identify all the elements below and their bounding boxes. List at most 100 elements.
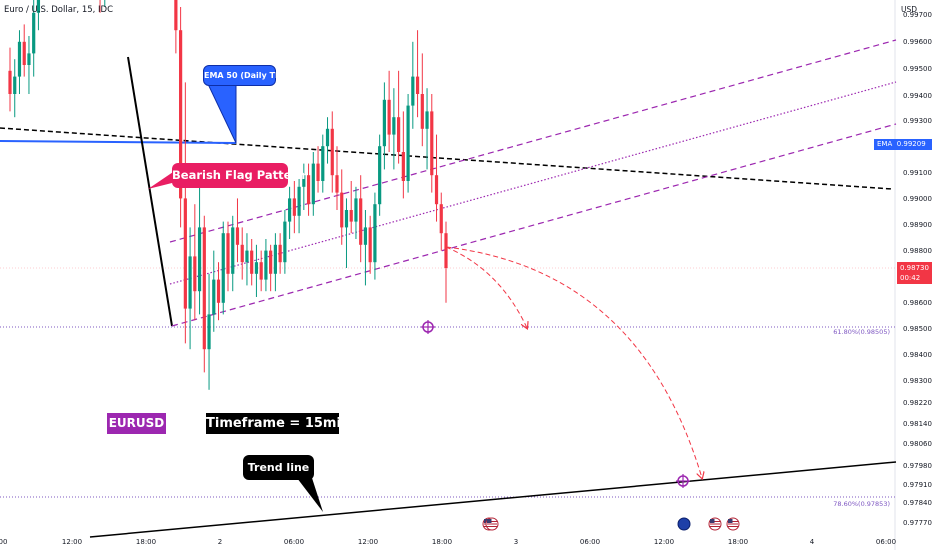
candle xyxy=(188,227,192,350)
target-marker-2 xyxy=(676,474,690,488)
candle xyxy=(240,227,244,280)
ema-callout[interactable]: EMA 50 (Daily TF) xyxy=(203,65,284,86)
fib-618-label: 61.80%(0.98505) xyxy=(833,328,890,336)
candle xyxy=(306,163,311,216)
y-axis-label: 0.98900 xyxy=(903,221,932,229)
bearish-flag-callout[interactable]: Bearish Flag Pattern xyxy=(172,163,305,188)
candle xyxy=(354,186,358,239)
candle xyxy=(420,53,424,147)
candle xyxy=(197,181,202,315)
candle xyxy=(321,134,325,193)
ema-tag-value: 0.99209 xyxy=(896,140,926,148)
us-flag-icon[interactable] xyxy=(485,517,499,531)
candle xyxy=(216,262,221,321)
y-axis-label: 0.99700 xyxy=(903,11,932,19)
candle xyxy=(288,186,292,239)
candle xyxy=(340,169,344,245)
us-flag-icon[interactable] xyxy=(708,517,722,531)
y-axis-label: 0.97910 xyxy=(903,481,932,489)
x-axis-label: 06:00 xyxy=(284,538,304,546)
candle xyxy=(335,146,339,210)
y-axis-label: 0.97770 xyxy=(903,519,932,527)
candle xyxy=(174,0,178,54)
candle xyxy=(235,198,240,263)
y-axis-label: 0.98400 xyxy=(903,351,932,359)
last-price-tag: 0.98730 00:42 xyxy=(897,262,932,284)
target-marker-1 xyxy=(421,320,435,334)
channel-lower xyxy=(171,123,897,327)
y-axis-label: 0.99300 xyxy=(903,117,932,125)
candle xyxy=(259,250,263,292)
timeframe-label[interactable]: Timeframe = 15min xyxy=(206,413,350,434)
y-axis-label: 0.99100 xyxy=(903,169,932,177)
y-axis-label: 0.97840 xyxy=(903,499,932,507)
candle xyxy=(207,273,211,390)
candle xyxy=(32,0,36,77)
candle xyxy=(373,192,377,280)
x-axis-label: 06:00 xyxy=(876,538,896,546)
y-axis-label: 0.98300 xyxy=(903,377,932,385)
candle xyxy=(302,163,306,210)
candle xyxy=(212,250,216,332)
candle xyxy=(363,210,368,286)
y-axis-label: 0.98060 xyxy=(903,440,932,448)
candle xyxy=(231,215,235,292)
ema-line xyxy=(0,140,237,144)
globe-icon[interactable] xyxy=(677,517,691,531)
x-axis[interactable]: 00 12:00 18:00 2 06:00 12:00 18:00 3 06:00 12:00 1… xyxy=(0,538,896,546)
x-axis-label: 2 xyxy=(218,538,222,546)
candle xyxy=(283,210,287,274)
candle xyxy=(387,70,391,152)
y-axis-label: 0.98220 xyxy=(903,399,932,407)
black-dashed-trendline xyxy=(0,127,893,190)
symbol-label[interactable]: EURUSD xyxy=(107,413,166,434)
candle xyxy=(278,233,282,274)
bearish-callout-pointer xyxy=(148,170,176,189)
candle xyxy=(179,7,183,228)
x-axis-label: 4 xyxy=(810,538,815,546)
candle xyxy=(264,239,268,292)
trendline-callout-pointer xyxy=(297,478,323,512)
y-axis-label: 0.99400 xyxy=(903,92,932,100)
candle xyxy=(17,30,22,94)
candle xyxy=(425,88,429,170)
candle xyxy=(250,239,254,286)
candle xyxy=(13,59,17,118)
candle xyxy=(316,146,320,193)
x-axis-label: 18:00 xyxy=(432,538,452,546)
chart-title[interactable]: Euro / U.S. Dollar, 15, IDC xyxy=(4,5,114,15)
candle xyxy=(226,221,230,292)
y-axis-label: 0.99500 xyxy=(903,65,932,73)
us-flag-icon[interactable] xyxy=(726,517,740,531)
candle xyxy=(193,204,197,321)
candle xyxy=(444,221,448,303)
candle xyxy=(245,233,249,286)
candle xyxy=(401,111,405,199)
x-axis-label: 06:00 xyxy=(580,538,600,546)
y-axis-label: 0.98140 xyxy=(903,420,932,428)
x-axis-label: 18:00 xyxy=(136,538,156,546)
y-axis-label: 0.99600 xyxy=(903,38,932,46)
channel-middle xyxy=(169,81,897,285)
candle xyxy=(397,70,401,164)
candle xyxy=(254,244,259,297)
ema-tag-label: EMA xyxy=(877,140,893,148)
candle xyxy=(221,221,225,315)
candle xyxy=(430,94,434,193)
trendline-callout[interactable]: Trend line xyxy=(243,455,314,480)
candle xyxy=(325,117,330,164)
candle xyxy=(344,198,349,268)
candle xyxy=(434,134,439,222)
ema-callout-pointer xyxy=(207,83,237,144)
candle xyxy=(297,175,301,234)
candle xyxy=(411,41,415,129)
y-axis-label: 0.98800 xyxy=(903,247,932,255)
candle xyxy=(368,215,372,274)
projection-arrow-2 xyxy=(445,246,702,478)
candle xyxy=(8,47,12,112)
candle xyxy=(378,134,382,216)
candle xyxy=(202,215,206,373)
y-axis[interactable]: 0.99700 0.99600 0.99500 0.99400 0.99300 0.991… xyxy=(903,11,932,527)
candle xyxy=(349,181,353,234)
